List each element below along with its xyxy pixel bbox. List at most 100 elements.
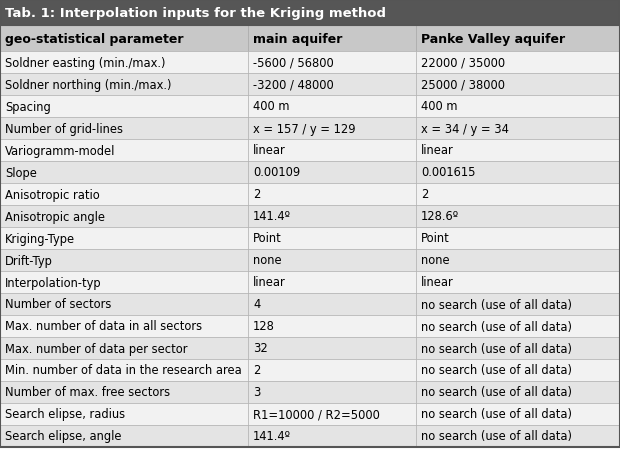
- Bar: [0, 403, 248, 425]
- Bar: [416, 162, 620, 184]
- Bar: [0, 271, 248, 293]
- Bar: [416, 118, 620, 140]
- Text: x = 157 / y = 129: x = 157 / y = 129: [253, 122, 355, 135]
- Text: Kriging-Type: Kriging-Type: [5, 232, 75, 245]
- Text: Number of grid-lines: Number of grid-lines: [5, 122, 123, 135]
- Text: Max. number of data in all sectors: Max. number of data in all sectors: [5, 320, 202, 333]
- Bar: [416, 74, 620, 96]
- Text: 0.001615: 0.001615: [421, 166, 476, 179]
- Text: none: none: [421, 254, 450, 267]
- Text: 2: 2: [253, 364, 260, 377]
- Text: Max. number of data per sector: Max. number of data per sector: [5, 342, 187, 355]
- Text: Search elipse, radius: Search elipse, radius: [5, 408, 125, 420]
- Bar: [248, 52, 416, 74]
- Text: 25000 / 38000: 25000 / 38000: [421, 78, 505, 91]
- Text: 22000 / 35000: 22000 / 35000: [421, 56, 505, 69]
- Bar: [248, 96, 416, 118]
- Bar: [248, 184, 416, 206]
- Text: geo-statistical parameter: geo-statistical parameter: [5, 32, 184, 46]
- Text: no search (use of all data): no search (use of all data): [421, 386, 572, 399]
- Text: 3: 3: [253, 386, 260, 399]
- Bar: [416, 315, 620, 337]
- Text: main aquifer: main aquifer: [253, 32, 342, 46]
- Bar: [416, 52, 620, 74]
- Bar: [416, 293, 620, 315]
- Text: no search (use of all data): no search (use of all data): [421, 408, 572, 420]
- Text: -5600 / 56800: -5600 / 56800: [253, 56, 334, 69]
- Text: Panke Valley aquifer: Panke Valley aquifer: [421, 32, 565, 46]
- Bar: [248, 26, 416, 52]
- Text: x = 34 / y = 34: x = 34 / y = 34: [421, 122, 509, 135]
- Text: Number of sectors: Number of sectors: [5, 298, 112, 311]
- Bar: [0, 162, 248, 184]
- Bar: [0, 359, 248, 381]
- Bar: [248, 337, 416, 359]
- Text: Slope: Slope: [5, 166, 37, 179]
- Text: linear: linear: [421, 276, 454, 289]
- Text: 128.6º: 128.6º: [421, 210, 459, 223]
- Bar: [0, 74, 248, 96]
- Text: Anisotropic angle: Anisotropic angle: [5, 210, 105, 223]
- Bar: [416, 206, 620, 228]
- Text: Soldner northing (min./max.): Soldner northing (min./max.): [5, 78, 172, 91]
- Text: Point: Point: [421, 232, 450, 245]
- Bar: [248, 403, 416, 425]
- Text: none: none: [253, 254, 281, 267]
- Bar: [416, 140, 620, 162]
- Bar: [416, 228, 620, 249]
- Text: 4: 4: [253, 298, 260, 311]
- Bar: [248, 74, 416, 96]
- Text: no search (use of all data): no search (use of all data): [421, 298, 572, 311]
- Bar: [0, 140, 248, 162]
- Bar: [0, 96, 248, 118]
- Bar: [0, 228, 248, 249]
- Bar: [0, 425, 248, 447]
- Text: linear: linear: [253, 276, 286, 289]
- Text: Anisotropic ratio: Anisotropic ratio: [5, 188, 100, 201]
- Text: 141.4º: 141.4º: [253, 430, 291, 443]
- Bar: [248, 206, 416, 228]
- Bar: [0, 184, 248, 206]
- Text: 400 m: 400 m: [421, 100, 458, 113]
- Text: linear: linear: [421, 144, 454, 157]
- Text: Search elipse, angle: Search elipse, angle: [5, 430, 122, 443]
- Text: Point: Point: [253, 232, 281, 245]
- Text: Drift-Typ: Drift-Typ: [5, 254, 53, 267]
- Bar: [0, 315, 248, 337]
- Text: no search (use of all data): no search (use of all data): [421, 320, 572, 333]
- Text: no search (use of all data): no search (use of all data): [421, 342, 572, 355]
- Bar: [248, 162, 416, 184]
- Bar: [416, 359, 620, 381]
- Bar: [416, 337, 620, 359]
- Text: Spacing: Spacing: [5, 100, 51, 113]
- Text: Min. number of data in the research area: Min. number of data in the research area: [5, 364, 242, 377]
- Bar: [416, 381, 620, 403]
- Bar: [416, 184, 620, 206]
- Bar: [248, 228, 416, 249]
- Text: 2: 2: [253, 188, 260, 201]
- Text: 128: 128: [253, 320, 275, 333]
- Text: 141.4º: 141.4º: [253, 210, 291, 223]
- Text: 0.00109: 0.00109: [253, 166, 300, 179]
- Bar: [248, 271, 416, 293]
- Bar: [0, 0, 620, 26]
- Bar: [416, 26, 620, 52]
- Text: -3200 / 48000: -3200 / 48000: [253, 78, 334, 91]
- Text: no search (use of all data): no search (use of all data): [421, 430, 572, 443]
- Bar: [0, 293, 248, 315]
- Text: Soldner easting (min./max.): Soldner easting (min./max.): [5, 56, 166, 69]
- Bar: [416, 96, 620, 118]
- Bar: [0, 249, 248, 271]
- Bar: [416, 425, 620, 447]
- Bar: [248, 315, 416, 337]
- Text: no search (use of all data): no search (use of all data): [421, 364, 572, 377]
- Text: 32: 32: [253, 342, 268, 355]
- Bar: [0, 206, 248, 228]
- Bar: [416, 271, 620, 293]
- Bar: [0, 381, 248, 403]
- Bar: [248, 293, 416, 315]
- Bar: [248, 425, 416, 447]
- Bar: [248, 249, 416, 271]
- Bar: [416, 403, 620, 425]
- Bar: [0, 118, 248, 140]
